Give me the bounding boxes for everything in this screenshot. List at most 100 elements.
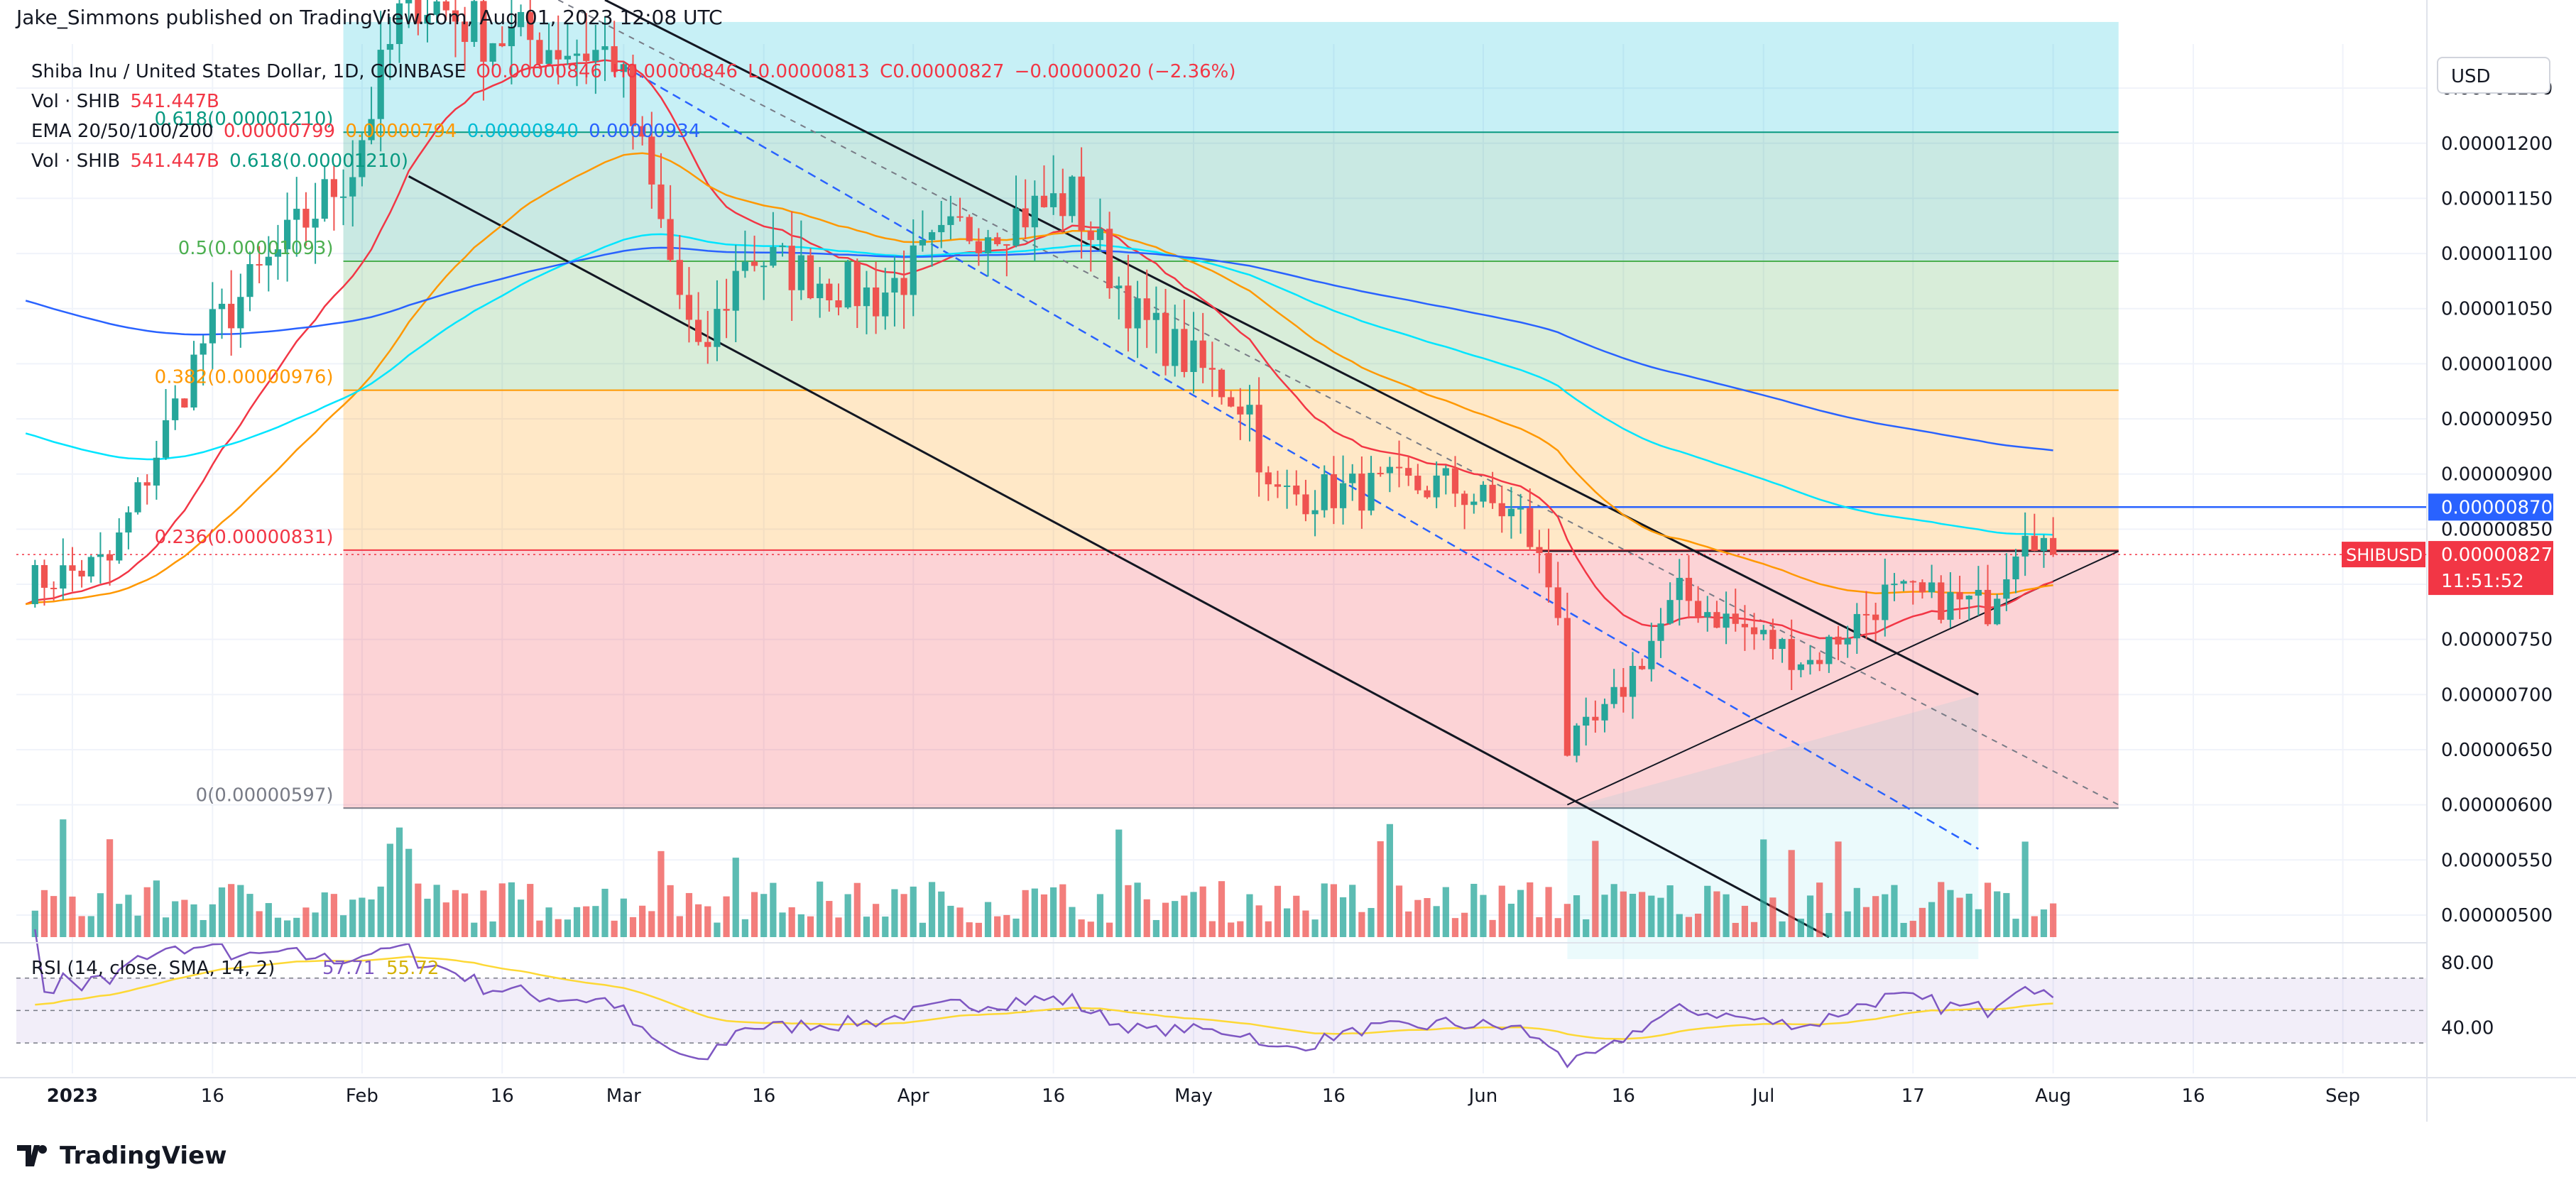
volume-bar	[704, 906, 711, 937]
price-tick: 0.00000750	[2441, 630, 2553, 651]
candle-body	[545, 50, 552, 64]
volume-bar	[1199, 886, 1206, 937]
candle-body	[1835, 636, 1842, 645]
candle-body	[1928, 582, 1936, 593]
candle-body	[732, 270, 739, 311]
volume-label[interactable]: Vol · SHIB	[31, 91, 121, 112]
ema-legend: EMA 20/50/100/200 0.00000799 0.00000794 …	[31, 121, 704, 142]
candle-body	[1994, 598, 2001, 625]
volume-label-2[interactable]: Vol · SHIB	[31, 151, 121, 172]
candle-body	[1919, 582, 1926, 593]
candle-body	[1666, 600, 1674, 624]
volume-bar	[462, 893, 469, 937]
candle-body	[1293, 485, 1300, 495]
candle-body	[1321, 474, 1328, 510]
volume-bar	[882, 917, 889, 937]
time-axis-label: 16	[1612, 1085, 1635, 1107]
volume-bar	[1377, 841, 1384, 937]
candle-body	[40, 564, 48, 588]
candle-body	[1255, 405, 1262, 473]
candle-body	[1199, 340, 1206, 368]
volume-bar	[1162, 902, 1169, 937]
candle-body	[1246, 405, 1253, 415]
volume-bar	[714, 922, 721, 937]
volume-bar	[452, 890, 459, 937]
fib-zone	[343, 390, 2119, 550]
volume-bar	[1031, 888, 1038, 937]
time-axis-label: 16	[201, 1085, 224, 1107]
candle-body	[424, 14, 431, 24]
rsi-line	[34, 929, 2054, 1068]
volume-bar	[1395, 885, 1403, 937]
volume-bar	[611, 920, 618, 937]
volume-bar	[966, 922, 973, 937]
volume-bar	[1507, 903, 1515, 937]
time-axis-label: Jul	[1751, 1085, 1774, 1107]
candle-body	[1956, 592, 1963, 600]
time-axis-label: May	[1174, 1085, 1213, 1107]
volume-bar	[1797, 919, 1804, 937]
volume-bar	[1255, 905, 1262, 937]
currency-button[interactable]: USD	[2437, 57, 2550, 94]
volume-bar	[910, 886, 917, 937]
volume-bar	[228, 884, 235, 937]
ema50-line	[25, 152, 2053, 606]
volume-legend-2: Vol · SHIB 541.447B 0.618(0.00001210)	[31, 151, 413, 172]
volume-bar	[1938, 882, 1945, 937]
volume-bar	[1143, 899, 1150, 937]
candle-body	[667, 219, 674, 261]
candle-body	[395, 3, 403, 45]
candle-body	[1676, 577, 1683, 601]
candle-body	[1872, 614, 1879, 620]
tradingview-logo[interactable]: TradingView	[17, 1142, 227, 1170]
volume-legend: Vol · SHIB 541.447B	[31, 91, 224, 112]
volume-bar	[1461, 912, 1468, 937]
channel-lower-line	[408, 175, 1830, 939]
candle-body	[1489, 484, 1496, 503]
time-axis[interactable]: 2023 16 Feb 16 Mar 16 Apr 16 May 16 Jun 16 Jul 17 Aug 1…	[0, 1077, 2576, 1107]
candle-body	[1844, 638, 1851, 645]
volume-bar	[788, 907, 795, 937]
fib-label: 0.236(0.00000831)	[155, 527, 334, 548]
volume-bar	[1563, 904, 1571, 937]
volume-bar	[395, 827, 403, 937]
tradingview-logo-icon	[17, 1145, 47, 1166]
candle-body	[583, 53, 590, 61]
candle-body	[1498, 503, 1505, 517]
candle-body	[2003, 579, 2010, 599]
candle-body	[1040, 195, 1048, 207]
volume-bar	[797, 914, 804, 937]
volume-bar	[134, 915, 141, 937]
candle-body	[1862, 613, 1870, 616]
time-axis-label: 2023	[47, 1085, 98, 1107]
volume-bar	[1293, 895, 1300, 937]
candle-body	[181, 398, 188, 408]
candle-body	[1414, 476, 1421, 491]
volume-bar	[1087, 921, 1094, 937]
candle-body	[1723, 613, 1730, 628]
candle-body	[1769, 630, 1777, 650]
volume-bar	[480, 890, 487, 937]
candle-body	[1284, 485, 1291, 487]
fib-label: 0.382(0.00000976)	[155, 367, 334, 388]
time-axis-label: Jun	[1468, 1085, 1498, 1107]
volume-bar	[1246, 894, 1253, 937]
volume-bar	[1629, 894, 1637, 937]
candle-body	[1069, 176, 1076, 217]
candle-body	[1583, 716, 1590, 726]
candle-body	[770, 246, 777, 266]
volume-bar	[368, 899, 375, 937]
candle-body	[1545, 553, 1552, 588]
volume-bar	[844, 894, 851, 937]
symbol-name[interactable]: Shiba Inu / United States Dollar, 1D, CO…	[31, 61, 466, 82]
candle-body	[947, 216, 954, 225]
ema-label[interactable]: EMA 20/50/100/200	[31, 121, 214, 142]
candle-body	[657, 184, 665, 219]
candle-body	[1190, 340, 1197, 372]
volume-bar	[1433, 906, 1440, 937]
candle-body	[1760, 630, 1767, 635]
candle-body	[882, 292, 889, 317]
volume-value-2: 541.447B	[130, 151, 219, 172]
candle-body	[433, 1, 440, 15]
